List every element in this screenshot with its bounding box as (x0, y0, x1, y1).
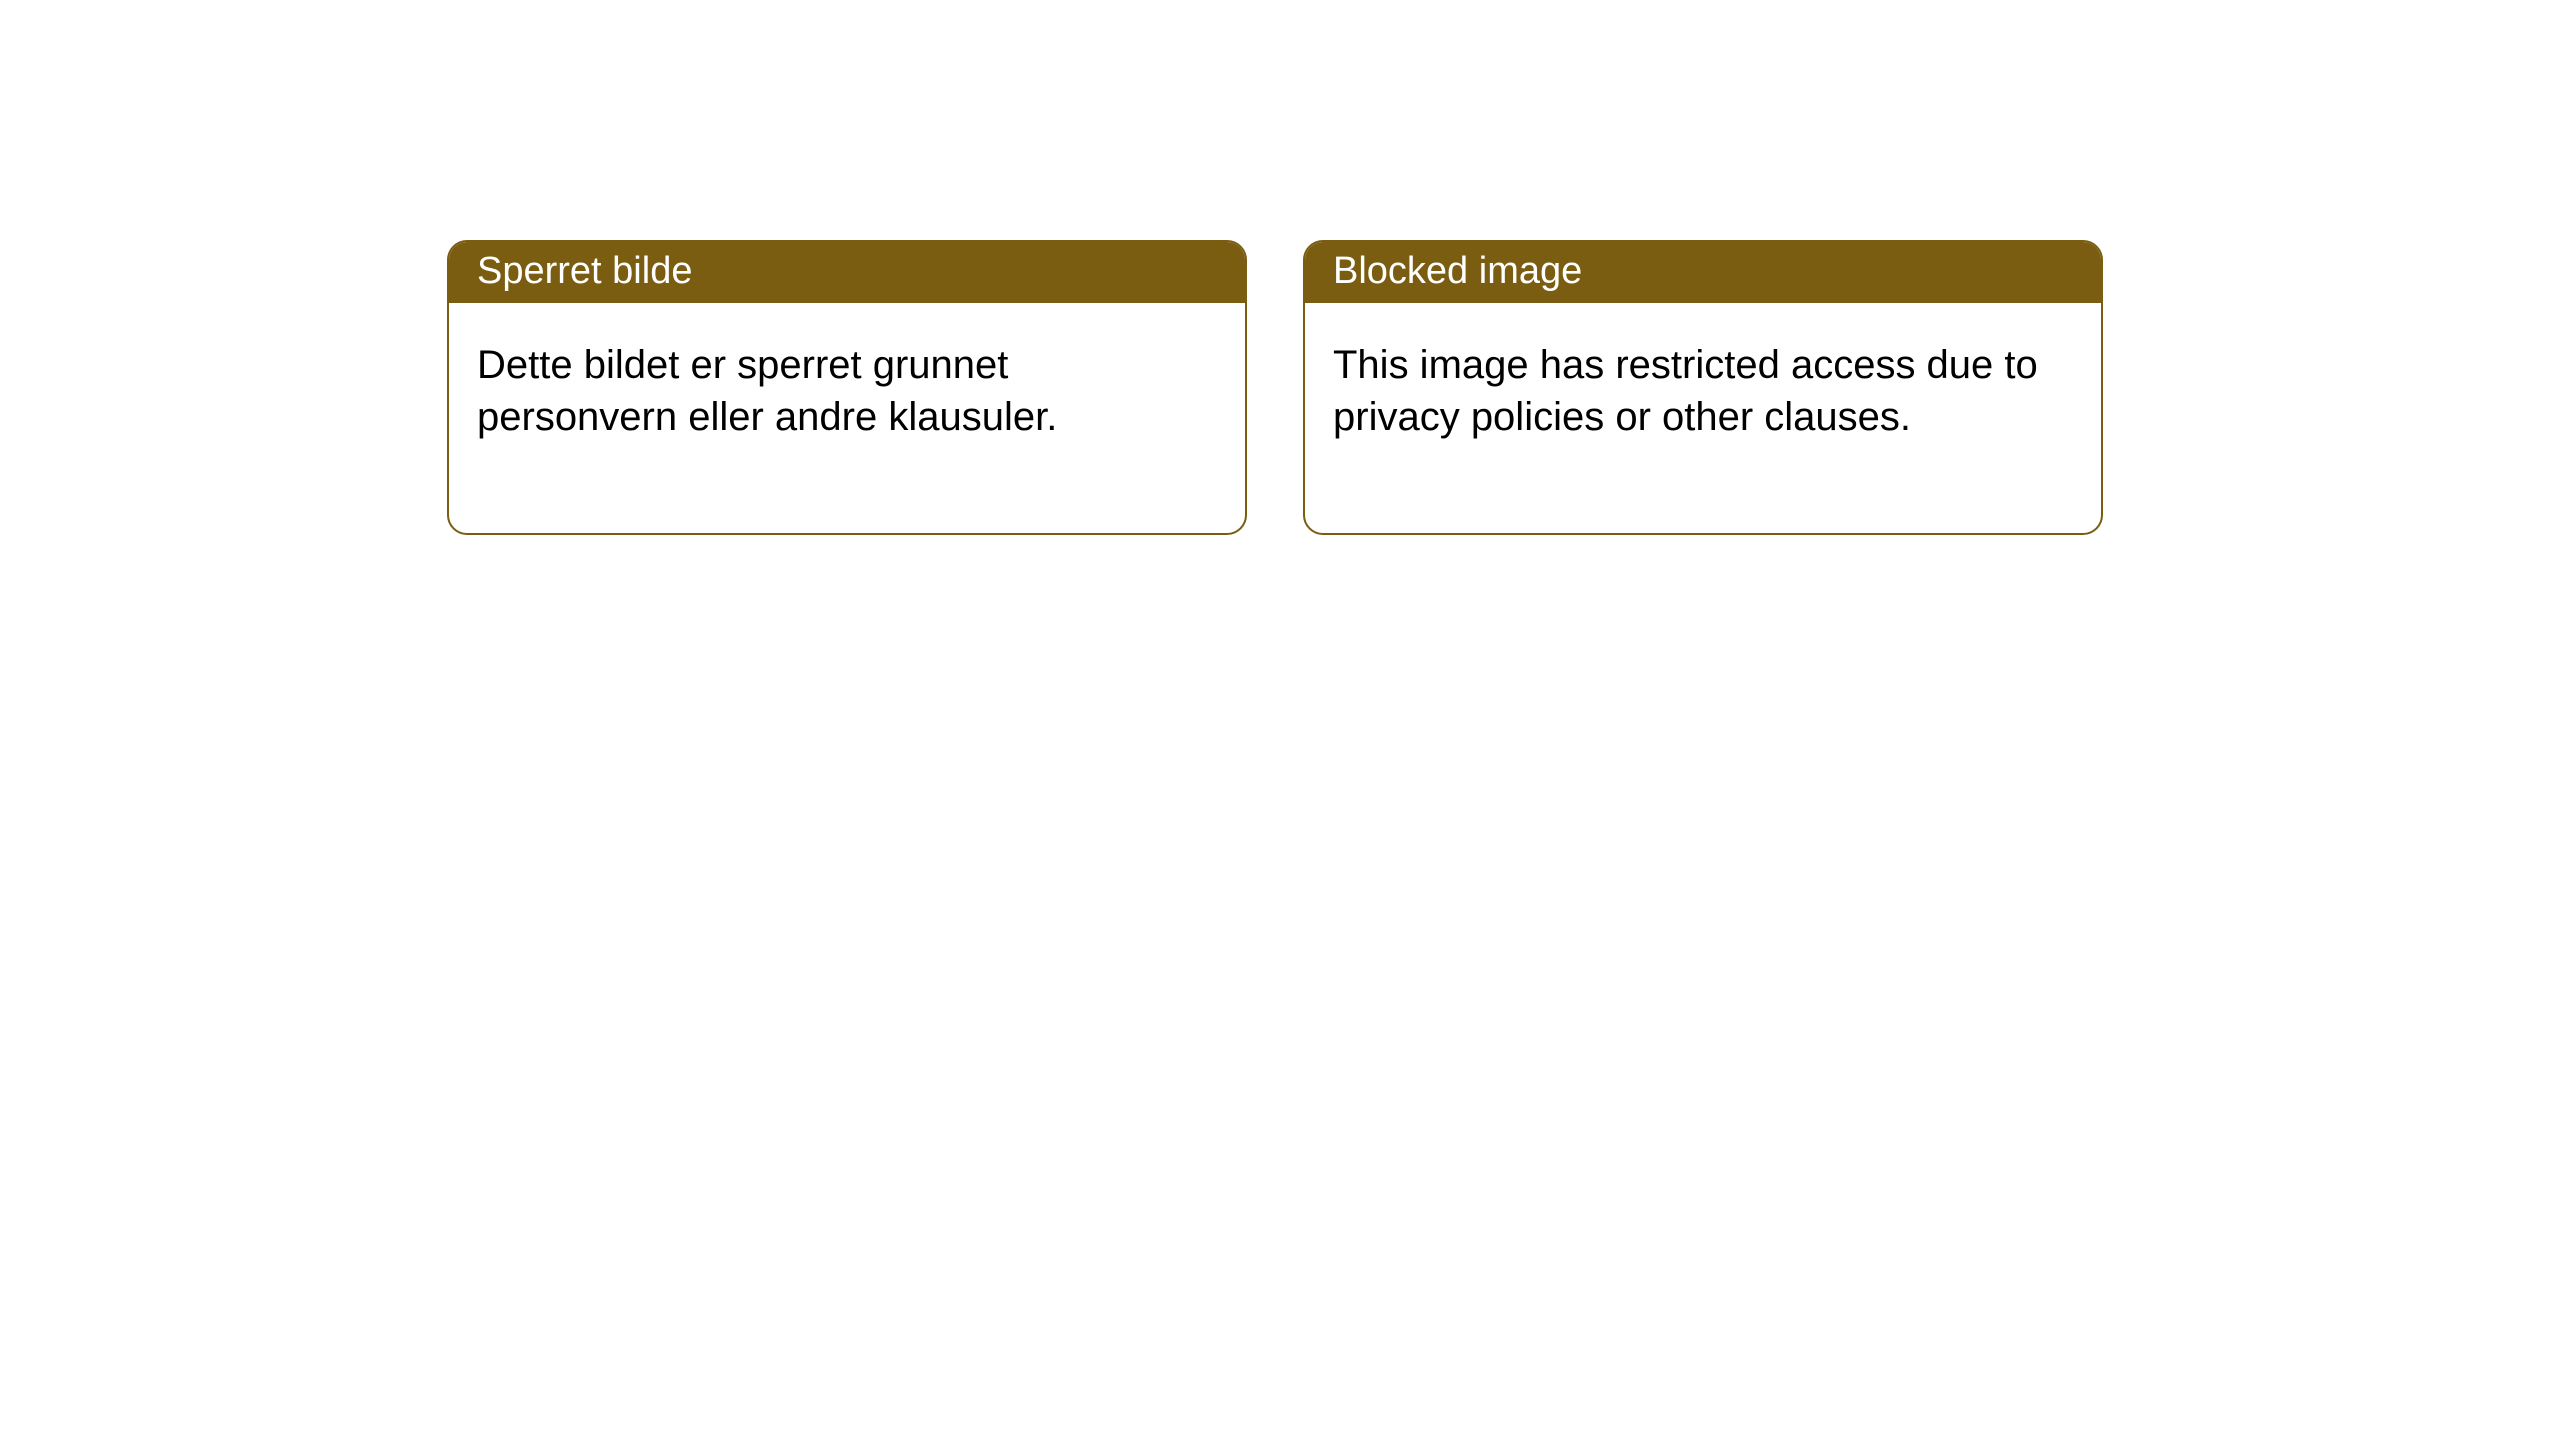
notice-card-no: Sperret bilde Dette bildet er sperret gr… (447, 240, 1247, 535)
notice-body-no: Dette bildet er sperret grunnet personve… (449, 303, 1245, 533)
notice-container: Sperret bilde Dette bildet er sperret gr… (0, 0, 2560, 535)
notice-card-en: Blocked image This image has restricted … (1303, 240, 2103, 535)
notice-body-en: This image has restricted access due to … (1305, 303, 2101, 533)
notice-title-en: Blocked image (1305, 242, 2101, 303)
notice-title-no: Sperret bilde (449, 242, 1245, 303)
